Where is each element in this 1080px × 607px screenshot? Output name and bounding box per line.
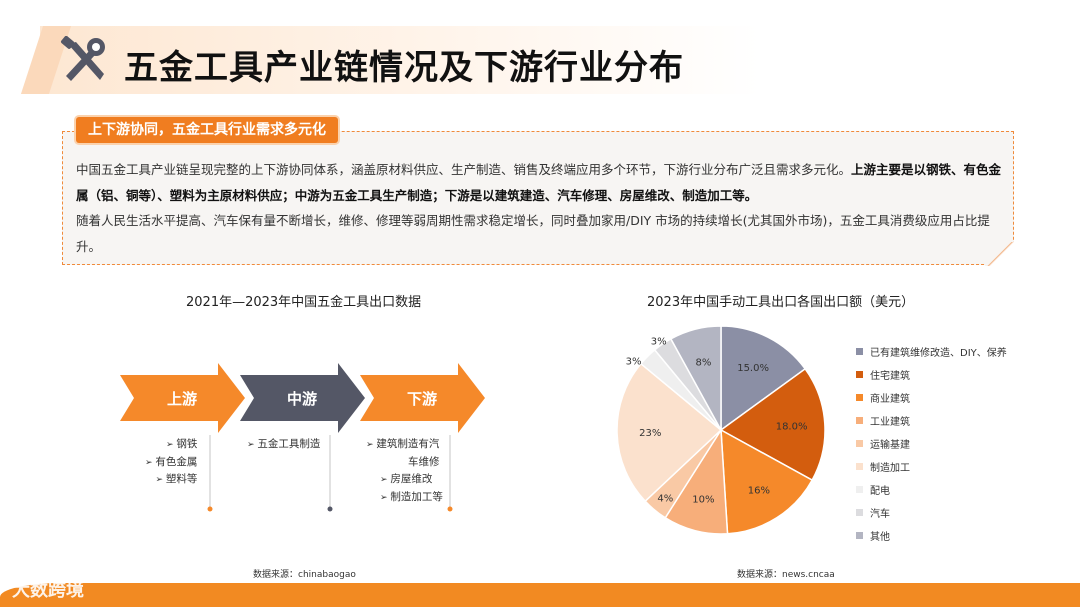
legend-label: 已有建筑维修改造、DIY、保养 (870, 348, 1007, 359)
midstream-items: ➢ 五金工具制造 (247, 436, 320, 454)
pie-slice (720, 325, 807, 432)
bullet-arrow-icon: ➢ (247, 440, 258, 450)
legend-item: 商业建筑 (856, 386, 1007, 409)
legend-swatch (856, 394, 863, 401)
legend-item: 已有建筑维修改造、DIY、保养 (856, 340, 1007, 363)
pie-source: 数据来源：news.cncaa (737, 570, 835, 580)
legend-label: 汽车 (870, 509, 890, 520)
bullet-arrow-icon: ➢ (380, 492, 391, 503)
bullet-arrow-icon: ➢ (366, 440, 377, 450)
pie-legend: 已有建筑维修改造、DIY、保养 住宅建筑商业建筑工业建筑运输基建制造加工配电汽车其… (856, 340, 1007, 547)
chain-item: ➢ 建筑制造有汽 (366, 436, 443, 454)
chain-item: ➢ 房屋维改 (366, 471, 443, 489)
bullet-arrow-icon: ➢ (166, 440, 177, 450)
chain-item-text: 有色金属 (155, 455, 198, 468)
pie-data-label: 3% (626, 357, 642, 368)
chain-dot-2 (447, 506, 453, 512)
legend-swatch (856, 371, 863, 378)
pie-chart: 15.0% 18.0% 16% 10% 4% 23% 3% 3% 8% (616, 325, 826, 535)
legend-swatch (856, 509, 863, 516)
legend-label: 商业建筑 (870, 394, 910, 405)
legend-item: 制造加工 (856, 455, 1007, 478)
downstream-items: ➢ 建筑制造有汽 车维修 ➢ 房屋维改 ➢ 制造加工等 (366, 436, 443, 506)
chain-arrow-0 (120, 363, 245, 433)
pie-data-label: 23% (639, 428, 661, 439)
chain-item-text: 五金工具制造 (257, 438, 321, 450)
legend-item: 运输基建 (856, 432, 1007, 455)
title-band (40, 26, 760, 94)
legend-label: 运输基建 (870, 440, 910, 451)
bullet-arrow-icon: ➢ (145, 457, 156, 468)
chain-item: ➢ 五金工具制造 (247, 436, 320, 454)
chain-diagram: 上游 中游 下游 (120, 363, 485, 512)
pie-slice (669, 325, 722, 431)
pie-data-label: 4% (657, 493, 673, 504)
chain-item-text: 塑料等 (165, 473, 198, 485)
chain-item: ➢ 塑料等 (145, 471, 198, 489)
tools-icon (61, 36, 105, 81)
legend-swatch (856, 463, 863, 470)
paragraph-1-bold: 上游主要是以钢铁、有色金属（铝、铜等）、塑料为主原材料供应；中游为五金工具生产制… (76, 162, 1002, 203)
chain-item-text: 车维修 (408, 455, 440, 468)
pie-data-label: 15.0% (737, 363, 769, 374)
chain-source: 数据来源：chinabaogao (253, 570, 356, 580)
chain-label-2: 下游 (407, 390, 437, 408)
info-box (62, 131, 1015, 266)
pie-data-label: 8% (695, 358, 711, 369)
legend-label: 配电 (870, 486, 890, 497)
pie-data-label: 18.0% (776, 422, 808, 433)
chain-label-0: 上游 (167, 390, 197, 408)
pie-slice (616, 362, 723, 503)
paragraph-2: 随着人民生活水平提高、汽车保有量不断增长，维修、修理等弱周期性需求稳定增长，同时… (76, 213, 990, 254)
pie-data-label: 10% (692, 495, 714, 506)
info-text: 中国五金工具产业链呈现完整的上下游协同体系，涵盖原材料供应、生产制造、销售及终端… (76, 157, 1002, 259)
legend-swatch (856, 348, 863, 355)
paragraph-1: 中国五金工具产业链呈现完整的上下游协同体系，涵盖原材料供应、生产制造、销售及终端… (76, 157, 1002, 208)
legend-swatch (856, 486, 863, 493)
legend-item: 配电 (856, 478, 1007, 501)
legend-swatch (856, 440, 863, 447)
page-title: 五金工具产业链情况及下游行业分布 (124, 48, 684, 88)
bullet-arrow-icon: ➢ (380, 475, 391, 485)
pie-slice (719, 367, 826, 482)
pie-title: 2023年中国手动工具出口各国出口额（美元） (647, 295, 915, 310)
chain-arrow-2 (360, 363, 485, 433)
chain-title: 2021年—2023年中国五金工具出口数据 (186, 295, 422, 310)
legend-label: 制造加工 (870, 463, 910, 474)
chain-arrow-1 (240, 363, 365, 433)
pie-data-label: 3% (651, 336, 667, 347)
legend-item: 其他 (856, 524, 1007, 547)
section-badge: 上下游协同，五金工具行业需求多元化 (76, 117, 338, 143)
page-fold-corner (985, 242, 1015, 266)
chain-item: ➢ 钢铁 (145, 436, 197, 454)
chain-item: ➢ 制造加工等 (366, 489, 443, 507)
chain-dot-0 (207, 506, 213, 512)
legend-label: 工业建筑 (870, 417, 910, 428)
paragraph-1-plain: 中国五金工具产业链呈现完整的上下游协同体系，涵盖原材料供应、生产制造、销售及终端… (76, 162, 852, 177)
legend-label: 其他 (870, 532, 890, 543)
chain-item-text: 房屋维改 (390, 473, 433, 485)
upstream-items: ➢ 钢铁 ➢ 有色金属 ➢ 塑料等 (145, 436, 197, 489)
brand-logo: 大数跨境 (12, 580, 84, 601)
legend-item: 住宅建筑 (856, 363, 1007, 386)
legend-item: 汽车 (856, 501, 1007, 524)
chain-item-text: 钢铁 (176, 438, 198, 450)
footer-bar (0, 583, 1080, 607)
chain-item-text: 建筑制造有汽 (376, 438, 440, 450)
chain-label-1: 中游 (287, 390, 317, 408)
legend-item: 工业建筑 (856, 409, 1007, 432)
pie-data-label: 16% (748, 486, 770, 497)
legend-swatch (856, 532, 863, 539)
chain-item-text: 制造加工等 (390, 490, 443, 503)
chain-item: ➢ 有色金属 (145, 454, 197, 472)
chain-item: 车维修 (366, 454, 443, 472)
legend-label: 住宅建筑 (870, 371, 910, 382)
bullet-arrow-icon: ➢ (155, 475, 166, 485)
legend-swatch (856, 417, 863, 424)
chain-dot-1 (327, 506, 333, 512)
pie-slice (720, 428, 814, 535)
